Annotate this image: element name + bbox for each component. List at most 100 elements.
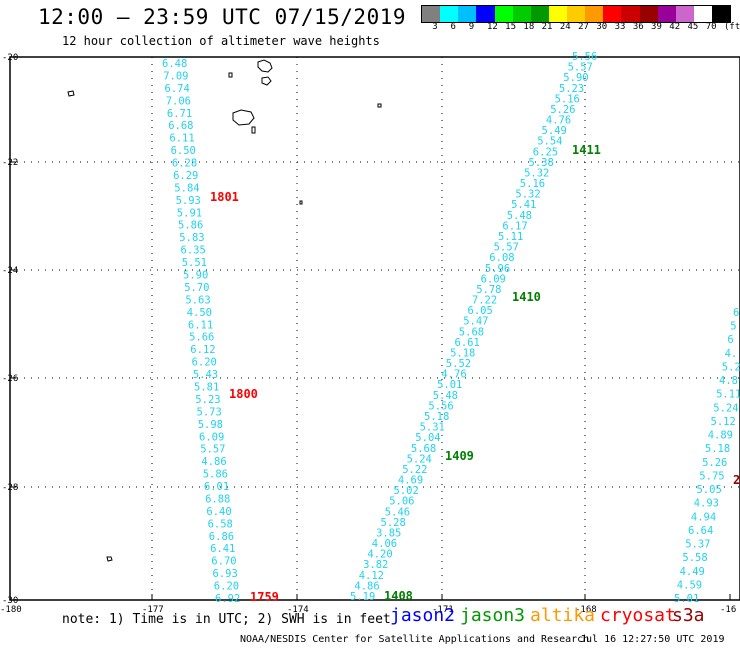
wave-height-value: 6.09: [481, 273, 506, 285]
lat-label: -28: [2, 483, 18, 493]
wave-height-value: 6.25: [533, 146, 558, 158]
wave-height-value: 5.84: [174, 182, 199, 194]
wave-height-value: 6.35: [181, 245, 206, 257]
wave-height-value: 6.41: [210, 543, 235, 555]
lon-label: -168: [575, 605, 597, 615]
pass-time-label: 1410: [512, 290, 541, 304]
credit-line: NOAA/NESDIS Center for Satellite Applica…: [240, 634, 590, 645]
wave-height-value: 5.46: [385, 506, 410, 518]
wave-height-value: 6: [727, 334, 733, 346]
colorbar-label: 36: [632, 22, 644, 32]
colorbar-swatch: [458, 6, 477, 22]
island-outline: [228, 72, 233, 78]
wave-height-value: 5.18: [705, 443, 730, 455]
legend-entry-jason3: jason3: [460, 605, 526, 626]
island-outline: [257, 59, 273, 73]
wave-height-value: 5.16: [520, 178, 545, 190]
legend-entry-s3a: s3a: [672, 605, 705, 626]
colorbar-label: 30: [596, 22, 608, 32]
wave-height-value: 5.38: [529, 157, 554, 169]
wave-height-value: 6.70: [211, 556, 236, 568]
wave-height-value: 3.85: [376, 528, 401, 540]
wave-height-value: 6.40: [206, 506, 231, 518]
wave-height-value: 4.8: [719, 375, 738, 387]
wave-height-value: 5.23: [559, 83, 584, 95]
map-subtitle: 12 hour collection of altimeter wave hei…: [62, 34, 380, 48]
colorbar-label: 6: [450, 22, 456, 32]
wave-height-value: 5.01: [674, 593, 699, 605]
wave-height-value: 7.22: [472, 295, 497, 307]
wave-height-value: 5.32: [515, 189, 540, 201]
wave-height-value: 4.59: [677, 579, 702, 591]
wave-height-value: 5.43: [193, 369, 218, 381]
island-outline: [67, 90, 75, 97]
wave-height-value: 5.28: [381, 517, 406, 529]
colorbar-swatch: [639, 6, 658, 22]
wave-height-value: 5.19: [350, 591, 375, 603]
wave-height-value: 4.89: [708, 430, 733, 442]
colorbar-swatch: [585, 6, 604, 22]
lon-label: -16: [720, 605, 736, 615]
colorbar-label: 42: [669, 22, 681, 32]
pass-time-label: 1801: [210, 190, 239, 204]
wave-height-value: 5.90: [563, 72, 588, 84]
colorbar-swatch: [712, 6, 731, 22]
island-outline: [251, 126, 256, 134]
colorbar-swatch: [675, 6, 694, 22]
wave-height-value: 6.20: [192, 357, 217, 369]
island-outline: [232, 109, 255, 126]
lat-label: -20: [2, 53, 18, 63]
footnote: note: 1) Time is in UTC; 2) SWH is in fe…: [62, 612, 391, 627]
colorbar-swatch: [603, 6, 622, 22]
colorbar-label: 21: [541, 22, 553, 32]
wave-height-value: 6.50: [171, 145, 196, 157]
wave-height-value: 6.11: [169, 133, 194, 145]
wave-height-value: 5.02: [394, 485, 419, 497]
wave-height-value: 5.75: [699, 470, 724, 482]
wave-height-value: 6.20: [214, 581, 239, 593]
wave-height-value: 5.16: [555, 93, 580, 105]
wave-height-value: 4.50: [187, 307, 212, 319]
wave-height-value: 5.73: [197, 406, 222, 418]
wave-height-value: 5.86: [178, 220, 203, 232]
colorbar-label: 45: [687, 22, 699, 32]
legend-entry-cryosat: cryosat: [600, 605, 676, 626]
legend-entry-jason2: jason2: [390, 605, 456, 626]
wave-height-value: 4.12: [359, 570, 384, 582]
lon-label: -174: [287, 605, 309, 615]
wave-height-value: 3.82: [363, 559, 388, 571]
wave-height-value: 6.12: [190, 344, 215, 356]
wave-height-value: 6.88: [205, 494, 230, 506]
colorbar-swatch: [621, 6, 640, 22]
lat-label: -26: [2, 374, 18, 384]
legend-entry-altika: altika: [530, 605, 596, 626]
pass-time-label: 2: [733, 473, 740, 487]
colorbar-label: 24: [559, 22, 571, 32]
wave-height-value: 5.06: [389, 496, 414, 508]
lat-label: -22: [2, 158, 18, 168]
colorbar-swatch: [476, 6, 495, 22]
wave-height-value: 5.48: [507, 210, 532, 222]
map-frame: [9, 56, 740, 601]
lon-label: -171: [432, 605, 454, 615]
wave-height-value: 6.58: [208, 518, 233, 530]
colorbar-label: (ft): [724, 22, 740, 32]
island-outline: [261, 76, 272, 86]
wave-height-value: 5.66: [189, 332, 214, 344]
wave-height-value: 6.71: [167, 108, 192, 120]
wave-height-value: 5.57: [200, 444, 225, 456]
wave-height-value: 5.11: [716, 389, 740, 401]
wave-height-value: 5.48: [433, 390, 458, 402]
wave-height-value: 5.58: [682, 552, 707, 564]
wave-height-value: 6.68: [168, 120, 193, 132]
wave-height-value: 5.26: [702, 457, 727, 469]
wave-height-value: 6.01: [204, 481, 229, 493]
wave-height-value: 6.05: [468, 305, 493, 317]
wave-height-value: 6.61: [455, 337, 480, 349]
colorbar-swatch: [693, 6, 712, 22]
wave-height-value: 5.51: [182, 257, 207, 269]
wave-height-value: 5.57: [568, 62, 593, 74]
island-outline: [377, 103, 382, 108]
colorbar-swatch: [657, 6, 676, 22]
colorbar-swatch: [440, 6, 459, 22]
